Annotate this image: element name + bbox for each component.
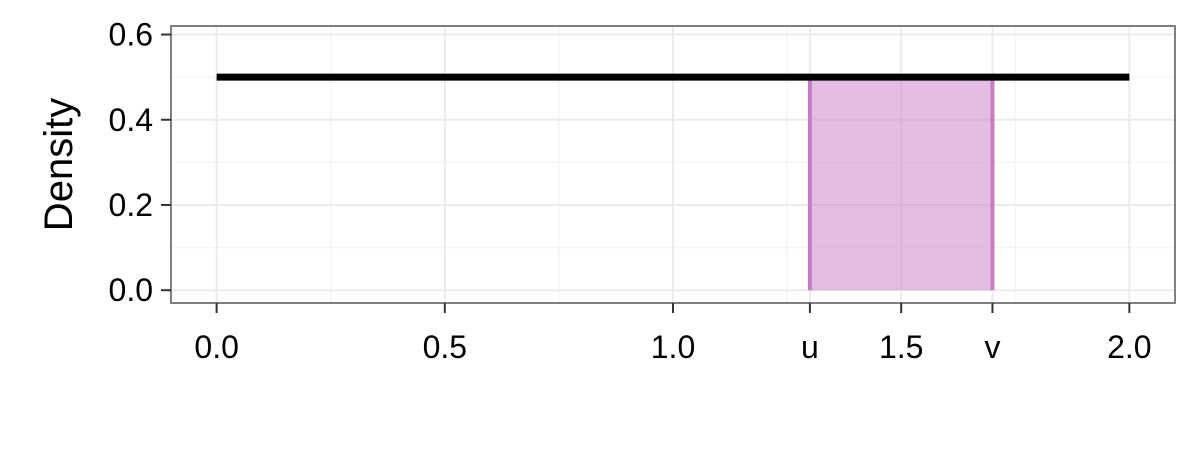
y-axis-title: Density [37, 98, 81, 231]
x-tick-label: 2.0 [1107, 329, 1151, 365]
y-axis: 0.0 0.2 0.4 0.6 [109, 17, 171, 308]
x-tick-label: u [801, 329, 819, 365]
x-axis: 0.0 0.5 1.0 u 1.5 v 2.0 [194, 303, 1152, 365]
x-tick-label: 0.0 [194, 329, 238, 365]
y-tick-label: 0.2 [109, 187, 153, 223]
x-tick-label: 0.5 [423, 329, 467, 365]
y-tick-label: 0.0 [109, 272, 153, 308]
shaded-interval-u-v [809, 77, 993, 291]
y-tick-label: 0.6 [109, 17, 153, 53]
major-grid [171, 26, 1175, 303]
x-tick-label: v [984, 329, 1000, 365]
x-tick-label: 1.0 [651, 329, 695, 365]
x-tick-label: 1.5 [879, 329, 923, 365]
y-tick-label: 0.4 [109, 102, 153, 138]
